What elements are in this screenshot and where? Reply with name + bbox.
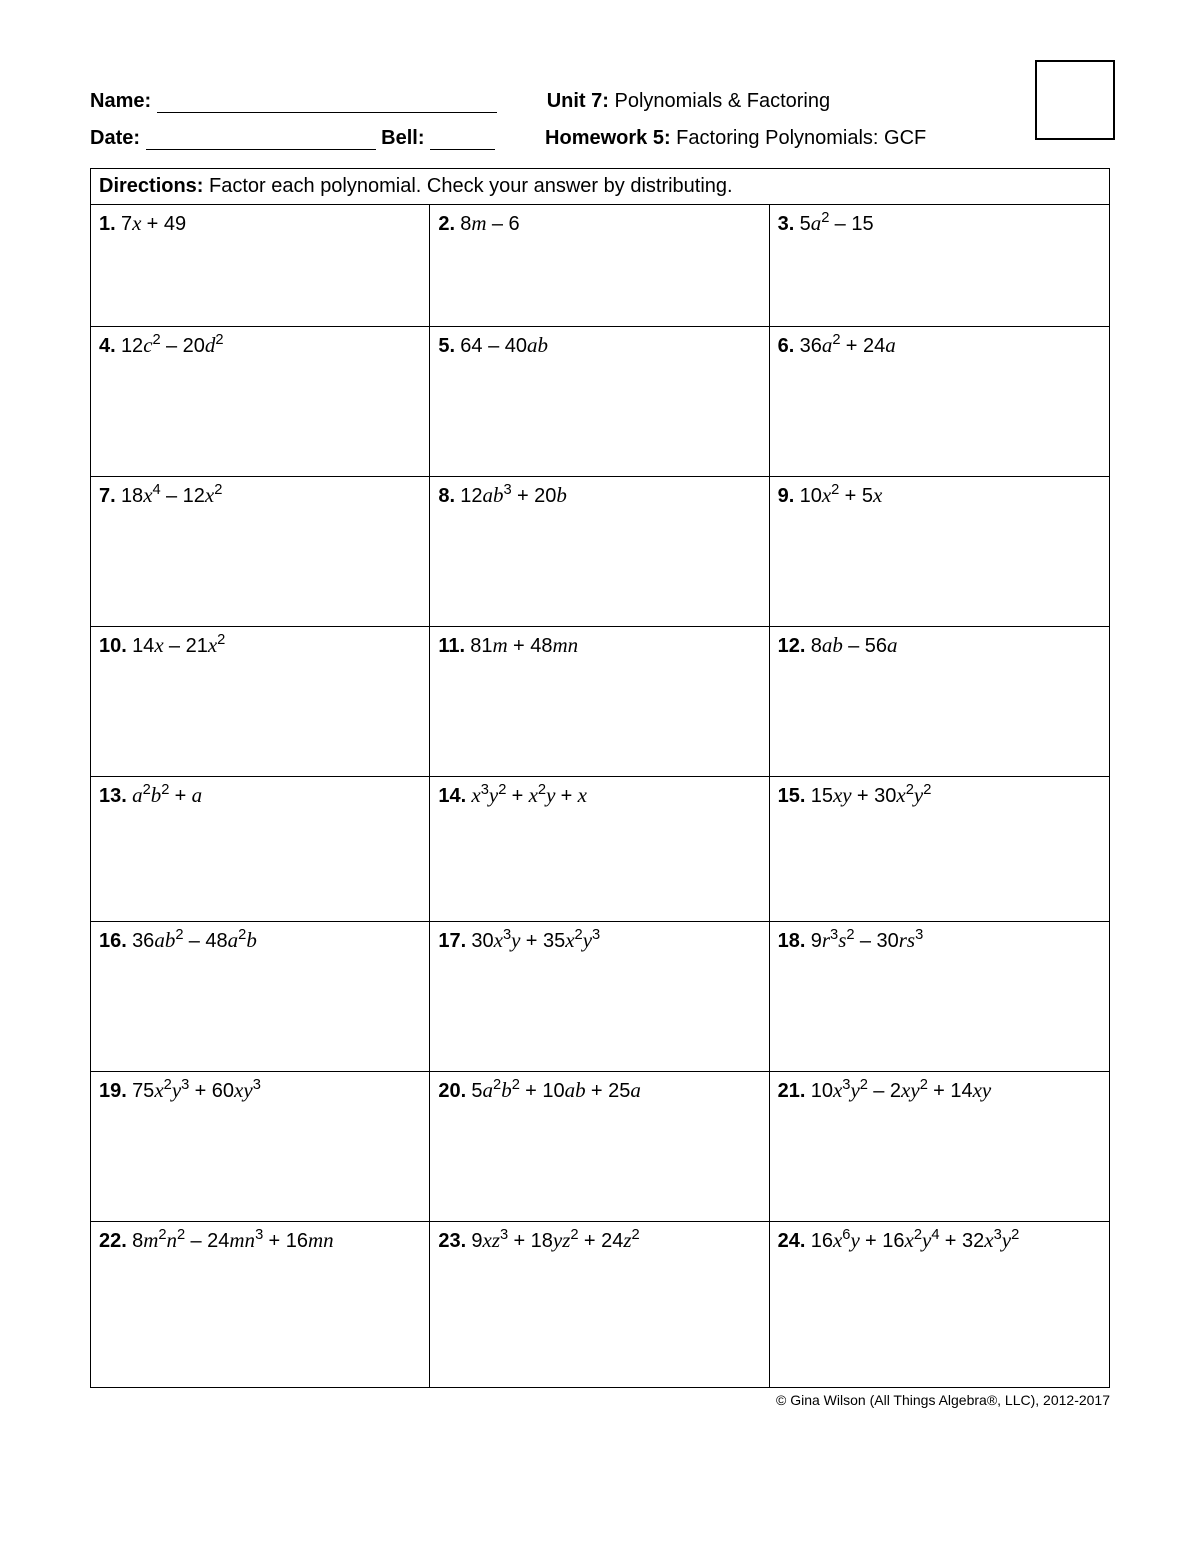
name-blank[interactable] bbox=[157, 91, 497, 113]
problem-number: 19. bbox=[99, 1080, 127, 1102]
problem-expression: 5a2b2 + 10ab + 25a bbox=[466, 1078, 641, 1102]
problem-cell: 24. 16x6y + 16x2y4 + 32x3y2 bbox=[770, 1222, 1109, 1387]
problem-number: 17. bbox=[438, 930, 466, 952]
problem-cell: 4. 12c2 – 20d2 bbox=[91, 327, 430, 477]
name-field: Name: bbox=[90, 90, 497, 113]
bell-label: Bell: bbox=[376, 127, 430, 150]
problem-cell: 7. 18x4 – 12x2 bbox=[91, 477, 430, 627]
problem-cell: 6. 36a2 + 24a bbox=[770, 327, 1109, 477]
problem-number: 10. bbox=[99, 635, 127, 657]
problem-number: 14. bbox=[438, 785, 466, 807]
problem-cell: 23. 9xz3 + 18yz2 + 24z2 bbox=[430, 1222, 769, 1387]
problem-expression: 9xz3 + 18yz2 + 24z2 bbox=[466, 1228, 640, 1252]
problem-expression: 14x – 21x2 bbox=[127, 633, 226, 657]
bell-blank[interactable] bbox=[430, 128, 495, 150]
problem-number: 18. bbox=[778, 930, 806, 952]
problem-expression: 12c2 – 20d2 bbox=[116, 333, 224, 357]
problem-expression: 7x + 49 bbox=[116, 211, 186, 235]
problem-number: 6. bbox=[778, 335, 795, 357]
problem-cell: 15. 15xy + 30x2y2 bbox=[770, 777, 1109, 922]
problem-number: 20. bbox=[438, 1080, 466, 1102]
problem-number: 9. bbox=[778, 485, 795, 507]
homework-field: Homework 5: Factoring Polynomials: GCF bbox=[545, 127, 926, 150]
problem-cell: 21. 10x3y2 – 2xy2 + 14xy bbox=[770, 1072, 1109, 1222]
problem-expression: 36a2 + 24a bbox=[794, 333, 895, 357]
problem-expression: a2b2 + a bbox=[127, 783, 202, 807]
problem-number: 22. bbox=[99, 1230, 127, 1252]
date-blank[interactable] bbox=[146, 128, 376, 150]
problem-expression: 8m2n2 – 24mn3 + 16mn bbox=[127, 1228, 334, 1252]
directions-label: Directions: bbox=[99, 175, 203, 197]
worksheet-table: Directions: Factor each polynomial. Chec… bbox=[90, 168, 1110, 1388]
problem-cell: 3. 5a2 – 15 bbox=[770, 205, 1109, 327]
directions-row: Directions: Factor each polynomial. Chec… bbox=[91, 169, 1109, 205]
problem-number: 5. bbox=[438, 335, 455, 357]
header-row-2: Date: Bell: Homework 5: Factoring Polyno… bbox=[90, 127, 1110, 150]
problem-number: 15. bbox=[778, 785, 806, 807]
problem-number: 21. bbox=[778, 1080, 806, 1102]
unit-field: Unit 7: Polynomials & Factoring bbox=[547, 90, 830, 113]
problem-number: 3. bbox=[778, 213, 795, 235]
date-field: Date: Bell: bbox=[90, 127, 495, 150]
problem-expression: 75x2y3 + 60xy3 bbox=[127, 1078, 261, 1102]
problem-number: 2. bbox=[438, 213, 455, 235]
unit-label: Unit 7: bbox=[547, 90, 609, 112]
worksheet-page: Name: Unit 7: Polynomials & Factoring Da… bbox=[0, 0, 1200, 1553]
problem-number: 23. bbox=[438, 1230, 466, 1252]
problem-expression: 30x3y + 35x2y3 bbox=[466, 928, 600, 952]
homework-text: Factoring Polynomials: GCF bbox=[671, 127, 927, 149]
homework-label: Homework 5: bbox=[545, 127, 671, 149]
problem-expression: 8ab – 56a bbox=[805, 633, 897, 657]
name-label: Name: bbox=[90, 90, 157, 113]
problem-number: 11. bbox=[438, 635, 465, 657]
problem-cell: 16. 36ab2 – 48a2b bbox=[91, 922, 430, 1072]
problem-cell: 2. 8m – 6 bbox=[430, 205, 769, 327]
problem-number: 16. bbox=[99, 930, 127, 952]
problem-expression: 9r3s2 – 30rs3 bbox=[805, 928, 923, 952]
problem-cell: 19. 75x2y3 + 60xy3 bbox=[91, 1072, 430, 1222]
problem-cell: 14. x3y2 + x2y + x bbox=[430, 777, 769, 922]
problem-expression: 10x2 + 5x bbox=[794, 483, 882, 507]
problem-expression: 5a2 – 15 bbox=[794, 211, 873, 235]
problem-number: 13. bbox=[99, 785, 127, 807]
problem-number: 24. bbox=[778, 1230, 806, 1252]
problem-cell: 18. 9r3s2 – 30rs3 bbox=[770, 922, 1109, 1072]
problem-expression: 36ab2 – 48a2b bbox=[127, 928, 257, 952]
copyright-text: © Gina Wilson (All Things Algebra®, LLC)… bbox=[90, 1392, 1110, 1408]
problem-expression: x3y2 + x2y + x bbox=[466, 783, 587, 807]
problem-expression: 18x4 – 12x2 bbox=[116, 483, 223, 507]
problem-cell: 5. 64 – 40ab bbox=[430, 327, 769, 477]
problem-cell: 22. 8m2n2 – 24mn3 + 16mn bbox=[91, 1222, 430, 1387]
problem-expression: 64 – 40ab bbox=[455, 333, 548, 357]
problem-number: 4. bbox=[99, 335, 116, 357]
problem-expression: 16x6y + 16x2y4 + 32x3y2 bbox=[805, 1228, 1019, 1252]
problem-number: 12. bbox=[778, 635, 806, 657]
header-row-1: Name: Unit 7: Polynomials & Factoring bbox=[90, 90, 1110, 113]
header-region: Name: Unit 7: Polynomials & Factoring Da… bbox=[90, 90, 1110, 150]
problem-cell: 10. 14x – 21x2 bbox=[91, 627, 430, 777]
problem-expression: 10x3y2 – 2xy2 + 14xy bbox=[805, 1078, 991, 1102]
problem-expression: 8m – 6 bbox=[455, 211, 520, 235]
problem-cell: 13. a2b2 + a bbox=[91, 777, 430, 922]
problem-grid: 1. 7x + 492. 8m – 63. 5a2 – 154. 12c2 – … bbox=[91, 205, 1109, 1387]
problem-expression: 15xy + 30x2y2 bbox=[805, 783, 931, 807]
date-label: Date: bbox=[90, 127, 146, 150]
problem-cell: 20. 5a2b2 + 10ab + 25a bbox=[430, 1072, 769, 1222]
problem-number: 1. bbox=[99, 213, 116, 235]
problem-expression: 81m + 48mn bbox=[465, 633, 578, 657]
problem-number: 8. bbox=[438, 485, 455, 507]
problem-cell: 12. 8ab – 56a bbox=[770, 627, 1109, 777]
problem-cell: 8. 12ab3 + 20b bbox=[430, 477, 769, 627]
problem-cell: 9. 10x2 + 5x bbox=[770, 477, 1109, 627]
problem-cell: 1. 7x + 49 bbox=[91, 205, 430, 327]
score-box bbox=[1035, 60, 1115, 140]
problem-cell: 17. 30x3y + 35x2y3 bbox=[430, 922, 769, 1072]
problem-expression: 12ab3 + 20b bbox=[455, 483, 567, 507]
directions-text: Factor each polynomial. Check your answe… bbox=[203, 175, 732, 197]
unit-text: Polynomials & Factoring bbox=[609, 90, 830, 112]
problem-number: 7. bbox=[99, 485, 116, 507]
problem-cell: 11. 81m + 48mn bbox=[430, 627, 769, 777]
